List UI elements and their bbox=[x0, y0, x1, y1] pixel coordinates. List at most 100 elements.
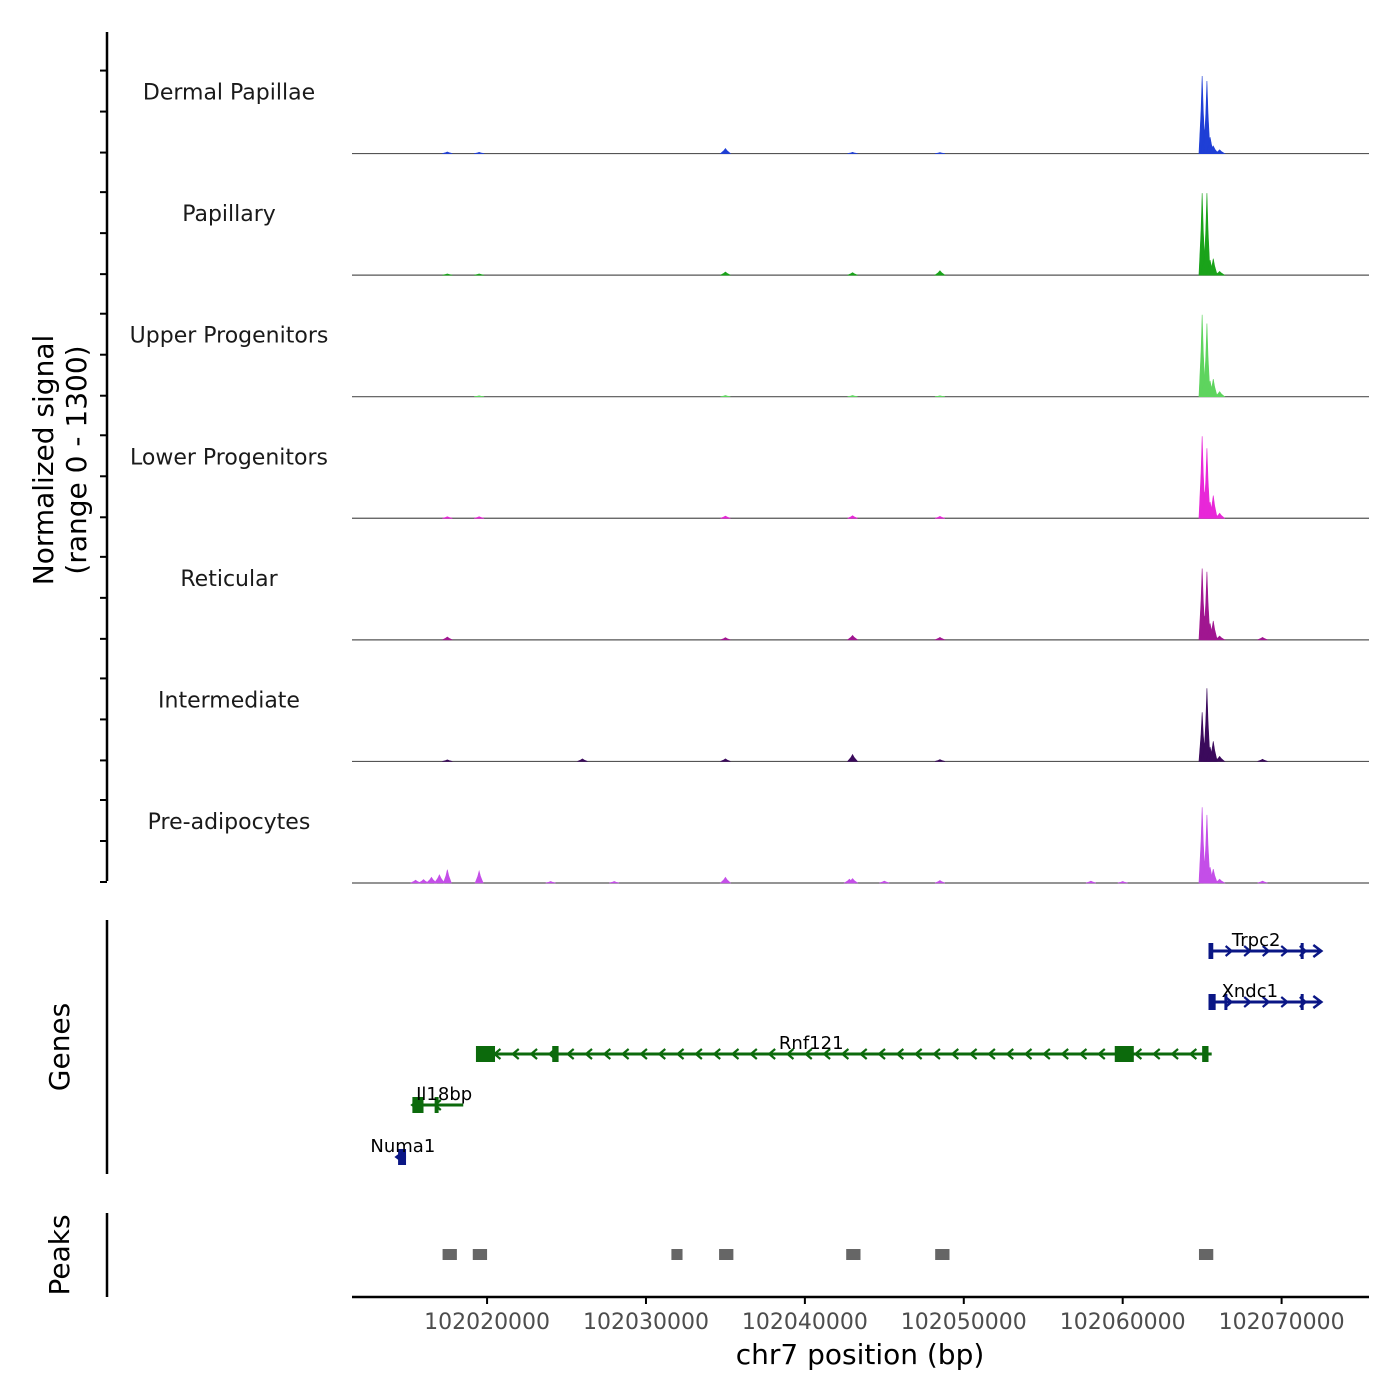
track-label: Pre-adipocytes bbox=[148, 810, 311, 835]
signal-peak bbox=[442, 869, 452, 884]
strand-chevron bbox=[1023, 1048, 1033, 1060]
strand-chevron bbox=[1224, 945, 1234, 957]
signal-axis-title-line1: Normalized signal bbox=[27, 335, 60, 586]
strand-chevron bbox=[968, 1048, 978, 1060]
peaks-label: Peaks bbox=[43, 1214, 76, 1295]
signal-peak bbox=[442, 516, 453, 519]
x-tick-label: 102020000 bbox=[424, 1310, 550, 1335]
gene-xndc1: Xndc1 bbox=[1208, 981, 1324, 1010]
gene-exon bbox=[1208, 994, 1216, 1010]
strand-chevron bbox=[529, 1048, 538, 1060]
strand-chevron bbox=[657, 1048, 666, 1060]
strand-chevron bbox=[1280, 945, 1289, 957]
signal-axis-title-line2: (range 0 - 1300) bbox=[60, 345, 93, 574]
signal-peak bbox=[1117, 881, 1128, 884]
signal-peak bbox=[720, 515, 731, 519]
x-axis-title: chr7 position (bp) bbox=[736, 1338, 985, 1371]
strand-chevron bbox=[858, 1048, 868, 1060]
signal-peak bbox=[847, 151, 858, 154]
signal-peak bbox=[1257, 880, 1268, 884]
signal-peak bbox=[720, 758, 731, 762]
x-tick-label: 102030000 bbox=[583, 1310, 709, 1335]
strand-chevron bbox=[602, 1048, 612, 1060]
signal-axis bbox=[100, 32, 109, 883]
signal-peak bbox=[609, 881, 620, 884]
strand-chevron bbox=[1243, 996, 1252, 1008]
strand-chevron bbox=[1078, 1048, 1088, 1060]
strand-chevron bbox=[1005, 1048, 1014, 1060]
signal-peak bbox=[474, 273, 485, 276]
strand-chevron bbox=[1243, 945, 1252, 957]
signal-peak bbox=[442, 636, 453, 641]
strand-chevron bbox=[694, 1048, 703, 1060]
signal-peak bbox=[720, 395, 731, 398]
track-label: Intermediate bbox=[158, 688, 300, 713]
gene-exon bbox=[552, 1046, 559, 1062]
track-lower-progenitors: Lower Progenitors bbox=[130, 436, 1369, 519]
track-label: Reticular bbox=[180, 567, 278, 592]
signal-peak bbox=[1213, 512, 1226, 519]
signal-peak bbox=[934, 395, 945, 398]
signal-peak bbox=[433, 874, 445, 884]
strand-chevron bbox=[804, 1048, 813, 1060]
x-tick-label: 102070000 bbox=[1219, 1310, 1345, 1335]
signal-peak bbox=[934, 759, 946, 762]
signal-peak bbox=[474, 395, 485, 398]
gene-trpc2: Trpc2 bbox=[1208, 930, 1324, 959]
strand-arrow bbox=[1312, 995, 1324, 1009]
signal-peak bbox=[577, 758, 588, 762]
gene-label: Rnf121 bbox=[779, 1033, 844, 1054]
peak-region bbox=[719, 1249, 734, 1260]
gene-exon bbox=[434, 1097, 439, 1113]
signal-peak bbox=[1257, 636, 1268, 641]
strand-chevron bbox=[511, 1048, 520, 1060]
gene-exon bbox=[1300, 943, 1304, 959]
strand-chevron bbox=[767, 1048, 776, 1060]
track-label: Papillary bbox=[182, 202, 276, 227]
gene-exon bbox=[398, 1149, 407, 1165]
strand-chevron bbox=[1224, 996, 1234, 1008]
signal-peak bbox=[846, 753, 859, 762]
track-papillary: Papillary bbox=[182, 193, 1369, 276]
track-upper-progenitors: Upper Progenitors bbox=[130, 314, 1369, 398]
signal-peak bbox=[442, 759, 453, 762]
peak-region bbox=[1198, 1249, 1214, 1260]
strand-chevron bbox=[1133, 1048, 1143, 1060]
peak-region bbox=[442, 1249, 457, 1260]
gene-exon bbox=[475, 1046, 496, 1062]
signal-peak bbox=[1213, 149, 1226, 154]
signal-peak bbox=[934, 636, 946, 641]
signal-peak bbox=[719, 876, 732, 884]
gene-exon bbox=[1202, 1046, 1209, 1062]
strand-chevron bbox=[1262, 945, 1271, 957]
strand-chevron bbox=[1152, 1048, 1161, 1060]
gene-rnf121: Rnf121 bbox=[475, 1033, 1212, 1062]
signal-peak bbox=[934, 516, 946, 519]
strand-chevron bbox=[565, 1048, 575, 1060]
x-axis: 102020000 102030000 102040000 102050000 1020… bbox=[352, 1295, 1369, 1371]
strand-chevron bbox=[987, 1048, 996, 1060]
signal-peak bbox=[1213, 391, 1226, 398]
signal-peak bbox=[1213, 635, 1226, 641]
signal-peak bbox=[1213, 270, 1226, 276]
gene-label: Il18bp bbox=[416, 1084, 472, 1105]
strand-chevron bbox=[822, 1048, 831, 1060]
signal-peak bbox=[847, 395, 858, 398]
peak-region bbox=[935, 1249, 950, 1260]
gene-label: Trpc2 bbox=[1231, 930, 1281, 951]
genes-panel: Genes Trpc2 Xndc1 Rnf121 Il18bp Numa1 bbox=[43, 920, 1324, 1174]
signal-peak bbox=[1085, 880, 1097, 884]
gene-exon bbox=[1300, 994, 1304, 1010]
signal-peak bbox=[719, 148, 732, 154]
strand-chevron bbox=[913, 1048, 923, 1060]
strand-chevron bbox=[950, 1048, 959, 1060]
peaks-panel: Peaks bbox=[43, 1213, 1214, 1297]
strand-chevron bbox=[1280, 996, 1289, 1008]
signal-peak bbox=[843, 878, 856, 884]
coverage-tracks: Dermal Papillae Papillary Upper Progenitor… bbox=[130, 75, 1369, 884]
gene-exon bbox=[1114, 1046, 1134, 1062]
signal-peak bbox=[417, 879, 430, 884]
strand-chevron bbox=[1097, 1048, 1106, 1060]
strand-chevron bbox=[1170, 1048, 1179, 1060]
